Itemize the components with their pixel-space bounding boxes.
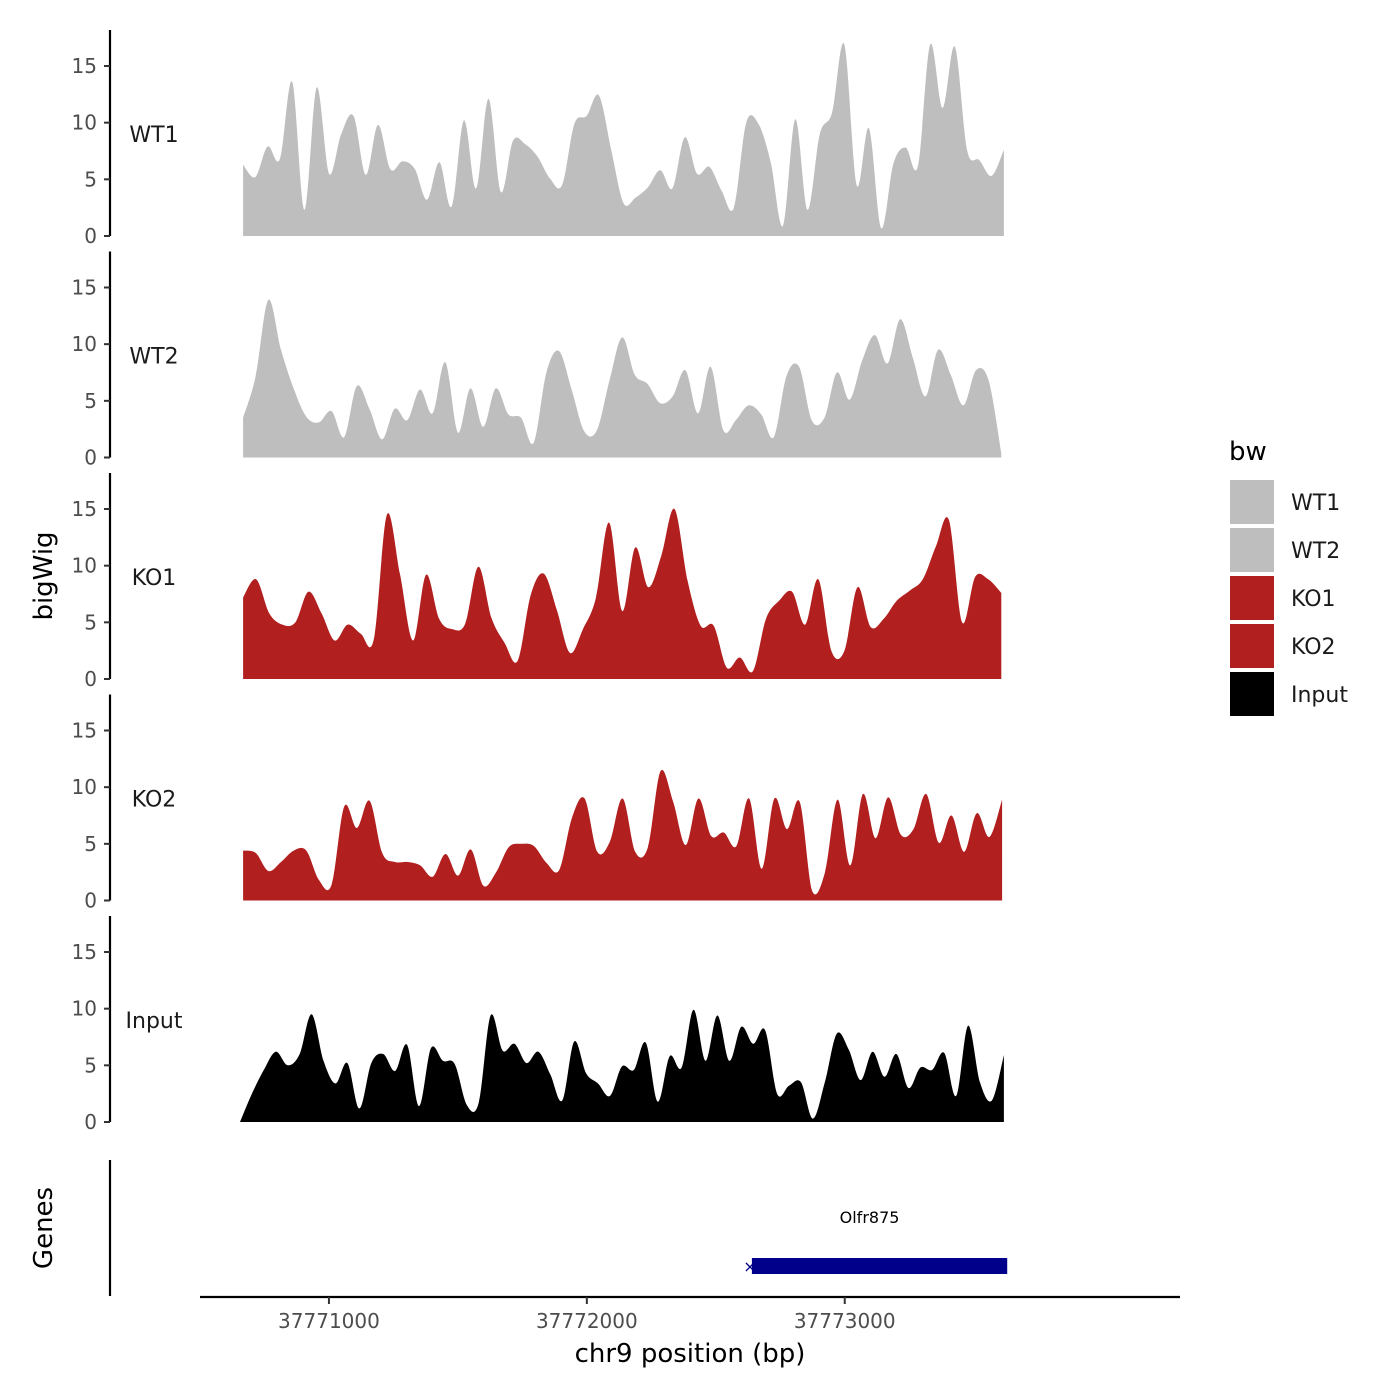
- y-tick-label: 5: [84, 610, 97, 634]
- y-tick-label: 5: [84, 1053, 97, 1077]
- y-tick-label: 5: [84, 832, 97, 856]
- legend-swatch: [1230, 576, 1274, 620]
- y-tick-label: 10: [72, 997, 97, 1021]
- track-wt1: 0 5 10 15 WT1: [72, 30, 1004, 248]
- y-tick-label: 10: [72, 111, 97, 135]
- track-input: 0 5 10 15 Input: [72, 916, 1004, 1134]
- x-tick-label: 37773000: [794, 1309, 896, 1333]
- legend-label: WT2: [1291, 539, 1340, 564]
- legend-entry-input: Input: [1230, 672, 1348, 716]
- genes-axis-title: Genes: [29, 1187, 59, 1269]
- y-tick-label: 10: [72, 775, 97, 799]
- y-tick-label: 15: [72, 276, 97, 300]
- gene-olfr875: × Olfr875: [743, 1208, 1008, 1276]
- bigwig-tracks: 0 5 10 15 WT1 0 5 10 15 WT2 0 5 10 15 KO1 0 5 10 15 KO2 0 5 10…: [72, 30, 1004, 1134]
- track-wt2: 0 5 10 15 WT2: [72, 251, 1002, 470]
- track-label: KO2: [132, 788, 177, 813]
- y-tick-label: 15: [72, 54, 97, 78]
- legend-swatch: [1230, 624, 1274, 668]
- y-tick-label: 15: [72, 719, 97, 743]
- x-axis: 37771000 37772000 37773000: [200, 1295, 1180, 1333]
- x-tick-label: 37772000: [536, 1309, 638, 1333]
- legend-label: KO1: [1291, 587, 1336, 612]
- y-tick-label: 15: [72, 497, 97, 521]
- track-ko1: 0 5 10 15 KO1: [72, 473, 1002, 691]
- y-tick-label: 5: [84, 167, 97, 191]
- y-tick-label: 0: [84, 224, 97, 248]
- legend-entry-wt2: WT2: [1230, 528, 1340, 572]
- y-tick-label: 0: [84, 667, 97, 691]
- gene-label: Olfr875: [840, 1208, 900, 1227]
- legend-swatch: [1230, 672, 1274, 716]
- legend-entry-ko2: KO2: [1230, 624, 1336, 668]
- area-input: [240, 1009, 1004, 1122]
- legend-title: bw: [1229, 437, 1267, 467]
- y-tick-label: 0: [84, 446, 97, 470]
- area-wt2: [243, 299, 1002, 458]
- track-ko2: 0 5 10 15 KO2: [72, 694, 1003, 913]
- area-ko2: [243, 769, 1003, 901]
- genes-panel: × Olfr875: [108, 1160, 1008, 1296]
- legend-swatch: [1230, 480, 1274, 524]
- legend-label: KO2: [1291, 635, 1336, 660]
- x-tick-label: 37771000: [278, 1309, 380, 1333]
- y-tick-label: 15: [72, 940, 97, 964]
- track-label: WT2: [129, 345, 178, 370]
- y-tick-label: 10: [72, 554, 97, 578]
- x-axis-title: chr9 position (bp): [575, 1339, 806, 1369]
- gene-strand-marker: ×: [743, 1257, 756, 1276]
- legend-entry-ko1: KO1: [1230, 576, 1336, 620]
- track-label: Input: [126, 1009, 183, 1034]
- legend: bw WT1 WT2 KO1 KO2 Input: [1229, 437, 1348, 716]
- legend-swatch: [1230, 528, 1274, 572]
- y-tick-label: 10: [72, 332, 97, 356]
- area-wt1: [243, 43, 1004, 236]
- track-label: KO1: [132, 566, 177, 591]
- track-label: WT1: [129, 123, 178, 148]
- legend-entry-wt1: WT1: [1230, 480, 1340, 524]
- y-axis-title: bigWig: [29, 531, 59, 620]
- y-tick-label: 5: [84, 389, 97, 413]
- gene-body: [751, 1258, 1008, 1274]
- legend-label: WT1: [1291, 491, 1340, 516]
- legend-label: Input: [1291, 683, 1348, 708]
- y-tick-label: 0: [84, 1110, 97, 1134]
- area-ko1: [243, 508, 1002, 679]
- y-tick-label: 0: [84, 889, 97, 913]
